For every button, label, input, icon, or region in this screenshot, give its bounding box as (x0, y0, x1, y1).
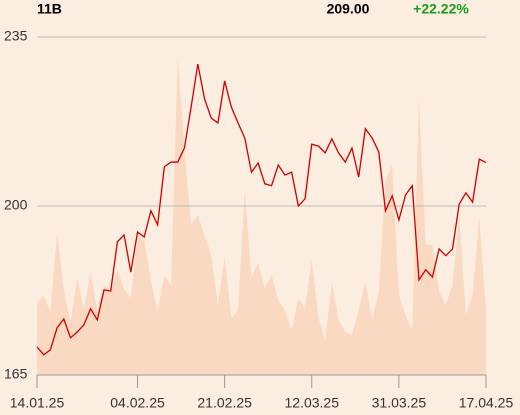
last-price: 209.00 (327, 1, 370, 17)
x-tick-label: 12.03.25 (285, 395, 340, 411)
volume-area (37, 57, 486, 375)
y-tick-label: 165 (4, 366, 28, 382)
price-change: +22.22% (413, 1, 469, 17)
y-tick-label: 235 (4, 28, 28, 44)
y-tick-label: 200 (4, 197, 28, 213)
x-tick-label: 31.03.25 (372, 395, 427, 411)
volume-tick-label: 11B (37, 1, 62, 17)
x-tick-label: 17.04.25 (459, 395, 514, 411)
price-line (36, 63, 487, 356)
x-tick-label: 21.02.25 (197, 395, 252, 411)
x-tick-label: 04.02.25 (110, 395, 165, 411)
x-tick-label: 14.01.25 (10, 395, 65, 411)
